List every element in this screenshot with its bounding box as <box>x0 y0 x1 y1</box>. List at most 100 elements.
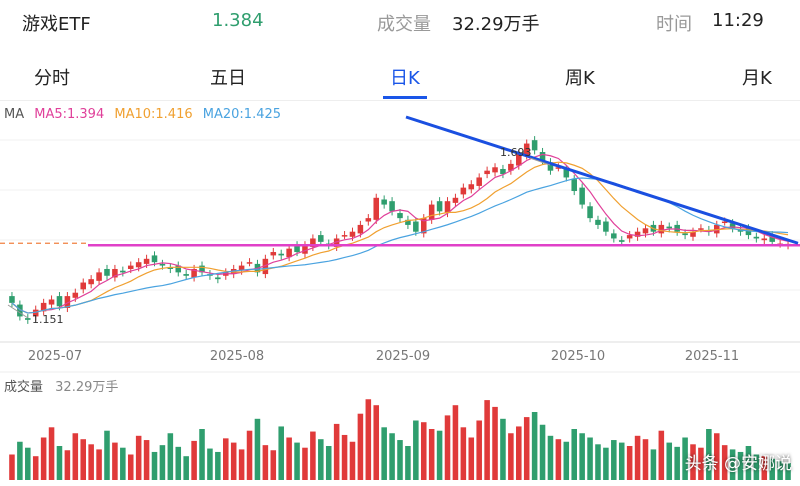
volume-bar <box>587 437 593 480</box>
candle <box>357 224 364 234</box>
candle <box>120 270 126 273</box>
volume-bar <box>611 440 617 480</box>
candle <box>690 231 696 237</box>
volume-bar <box>603 447 609 480</box>
volume-bar <box>167 433 174 480</box>
volume-bar <box>349 441 356 480</box>
volume-bar <box>294 442 300 480</box>
candle <box>302 245 308 254</box>
candle <box>484 170 490 175</box>
tab-weekly-k[interactable]: 周K <box>565 68 595 89</box>
candle <box>341 235 348 237</box>
candle <box>523 143 530 156</box>
ma5-line <box>11 153 789 314</box>
volume-bar <box>381 427 387 480</box>
candle <box>420 218 427 234</box>
volume-bar <box>318 439 324 480</box>
tab-five-day[interactable]: 五日 <box>210 68 246 89</box>
volume-bar <box>32 456 39 480</box>
candle <box>199 265 205 273</box>
volume-bar <box>626 446 633 480</box>
tab-daily-k[interactable]: 日K <box>390 68 420 89</box>
volume-bar <box>230 442 237 480</box>
candle <box>48 299 55 305</box>
volume-bar <box>579 433 585 480</box>
volume-bar <box>9 454 15 480</box>
volume-bar <box>17 441 23 480</box>
volume-bar <box>159 445 166 480</box>
candle <box>547 162 554 171</box>
volume-bar <box>246 430 253 480</box>
x-axis-label: 2025-10 <box>551 349 605 364</box>
ma10-value: MA10:1.416 <box>114 107 193 122</box>
candle <box>769 235 775 242</box>
candle <box>674 224 680 232</box>
volume-bar <box>175 446 182 480</box>
volume-bar <box>436 430 443 480</box>
volume-bar <box>207 448 213 480</box>
candle <box>159 263 166 266</box>
candle <box>72 292 79 298</box>
tab-intraday[interactable]: 分时 <box>34 68 70 89</box>
volume-bar <box>373 405 380 480</box>
ma-label: MA <box>4 107 25 122</box>
candle <box>9 296 15 303</box>
high-annotation: 1.693 <box>500 146 532 159</box>
volume-bar <box>127 454 134 480</box>
candle <box>215 277 221 280</box>
candle <box>682 233 688 236</box>
volume-bar <box>706 429 712 480</box>
volume-panel-value: 32.29万手 <box>55 380 119 395</box>
low-pointer <box>7 304 29 319</box>
volume-bar <box>112 442 118 480</box>
candle <box>555 167 562 169</box>
volume-bar <box>270 450 277 480</box>
candle <box>112 268 118 278</box>
tab-monthly-k[interactable]: 月K <box>742 68 772 89</box>
volume-bar <box>278 426 284 480</box>
volume-bar <box>389 433 395 480</box>
volume-bar <box>682 437 688 480</box>
header-bar: 游戏ETF 1.384 成交量 32.29万手 时间 11:29 <box>0 0 800 46</box>
volume-bar <box>310 431 316 480</box>
candle <box>135 262 142 268</box>
volume-bar <box>397 440 403 480</box>
volume-bar <box>753 454 760 480</box>
candle <box>104 268 110 276</box>
volume-bar <box>452 405 459 480</box>
candle <box>389 201 395 212</box>
volume-label: 成交量 <box>377 14 431 35</box>
time-label: 时间 <box>656 14 692 35</box>
candle <box>444 201 451 214</box>
volume-bar <box>729 449 736 480</box>
volume-bar <box>254 418 261 480</box>
candle <box>32 309 39 317</box>
candle <box>508 163 514 171</box>
volume-value: 32.29万手 <box>452 14 540 35</box>
candle <box>516 153 522 166</box>
candle <box>25 318 31 320</box>
candle <box>286 248 292 258</box>
candle <box>737 230 744 232</box>
volume-bar <box>713 433 720 480</box>
candle <box>642 228 649 234</box>
candle <box>246 262 253 264</box>
x-axis-label: 2025-08 <box>210 349 264 364</box>
volume-bar <box>571 429 577 480</box>
x-axis-label: 2025-09 <box>376 349 430 364</box>
high-pointer <box>529 157 551 166</box>
volume-bar <box>547 435 554 480</box>
volume-bar <box>120 447 126 480</box>
volume-bar <box>191 440 197 480</box>
candle <box>56 296 63 307</box>
candle <box>365 218 372 222</box>
candle <box>563 168 570 178</box>
low-annotation: 1.151 <box>32 313 64 326</box>
candle <box>595 219 601 225</box>
volume-bar <box>48 427 55 480</box>
candle <box>80 282 87 290</box>
volume-bar <box>658 430 665 480</box>
x-axis-label: 2025-11 <box>685 349 739 364</box>
candle <box>333 238 340 247</box>
